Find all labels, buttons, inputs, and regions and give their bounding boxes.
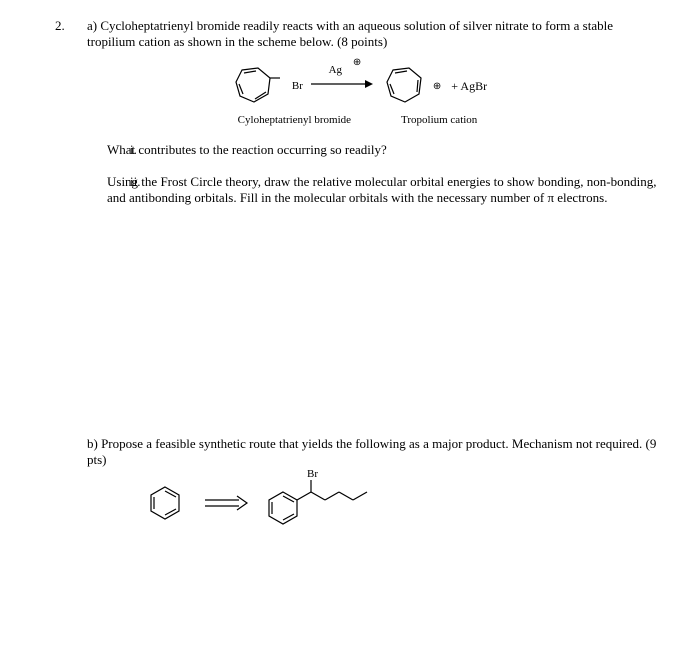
benzene-structure	[145, 483, 185, 527]
ag-label: Ag	[329, 64, 342, 76]
sub-ii-num: ii.	[130, 174, 140, 190]
sub-i-num: i.	[130, 142, 137, 158]
scheme-row: Br Ag ⊕	[178, 62, 538, 110]
arrow-top-label: Ag ⊕	[329, 64, 354, 76]
sub-i-text: What contributes to the reaction occurri…	[107, 142, 660, 158]
question-block: 2. a) Cycloheptatrienyl bromide readily …	[55, 18, 660, 532]
byproduct-label: + AgBr	[451, 79, 487, 94]
ag-plus-icon: ⊕	[353, 57, 361, 68]
reaction-scheme-b: Br	[145, 478, 660, 532]
part-b-text: b) Propose a feasible synthetic route th…	[87, 436, 660, 468]
sub-ii-text: Using the Frost Circle theory, draw the …	[107, 174, 660, 206]
part-a-intro: a) Cycloheptatrienyl bromide readily rea…	[87, 18, 660, 50]
product-br-label: Br	[307, 468, 318, 480]
tropylium-cation-structure	[379, 62, 427, 110]
product-structure: Br	[267, 478, 377, 532]
cycloheptatrienyl-bromide-structure	[228, 62, 286, 110]
br-label: Br	[292, 80, 303, 92]
caption-left: Cyloheptatrienyl bromide	[238, 114, 351, 126]
caption-right: Tropolium cation	[401, 114, 477, 126]
scheme-captions: Cyloheptatrienyl bromide Tropolium catio…	[178, 114, 538, 126]
question-number: 2.	[55, 18, 65, 34]
reaction-scheme-a: Br Ag ⊕	[178, 62, 538, 126]
reaction-arrow: Ag ⊕	[309, 78, 373, 94]
retro-arrow-icon	[203, 495, 249, 515]
cation-plus-icon: ⊕	[433, 81, 441, 92]
